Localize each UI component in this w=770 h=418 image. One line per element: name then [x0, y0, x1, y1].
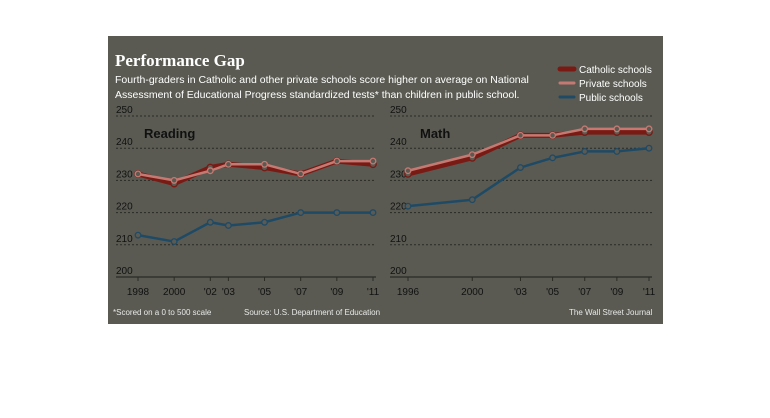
legend: Catholic schools Private schools Public …	[557, 65, 652, 104]
reading-point-private	[333, 157, 341, 165]
math-point-private	[468, 151, 476, 159]
reading-y-tick-label: 250	[116, 105, 133, 116]
math-y-tick-label: 230	[390, 169, 407, 180]
math-x-tick-label: '03	[514, 287, 527, 298]
chart-subtitle-line2: Assessment of Educational Progress stand…	[115, 89, 519, 101]
reading-x-tick-label: '09	[330, 287, 343, 298]
math-series-line-public	[406, 146, 651, 208]
math-x-tick-label: '05	[546, 287, 559, 298]
chart-svg: Performance Gap Fourth-graders in Cathol…	[113, 51, 656, 317]
reading-point-private	[170, 176, 178, 184]
math-point-private	[517, 131, 524, 139]
math-point-private	[549, 131, 557, 139]
reading-chart: 200 210 220 230 240 250 1998 2000 '02 '03 '05 '07 '0…	[116, 105, 380, 298]
math-point-public	[581, 147, 589, 155]
reading-point-private	[206, 167, 214, 175]
chart-panel: Performance Gap Fourth-graders in Cathol…	[108, 36, 663, 324]
reading-x-tick-label: '03	[222, 287, 235, 298]
math-x-tick-label: '11	[643, 287, 656, 298]
math-panel-label: Math	[420, 126, 450, 141]
reading-y-tick-label: 220	[116, 202, 133, 213]
math-y-tick-label: 210	[390, 234, 407, 245]
reading-series-line-private	[136, 159, 375, 182]
math-point-private	[581, 125, 589, 133]
reading-point-private	[369, 157, 377, 165]
reading-x-tick-label: 1998	[127, 287, 150, 298]
reading-x-tick-label: '05	[258, 287, 271, 298]
legend-label-catholic: Catholic schools	[579, 65, 652, 76]
math-point-public	[645, 144, 653, 152]
math-point-public	[549, 154, 557, 162]
math-point-public	[613, 147, 621, 155]
reading-y-tick-label: 240	[116, 137, 133, 148]
reading-x-tick-label: '07	[294, 287, 307, 298]
reading-point-public	[134, 231, 142, 239]
source-note: Source: U.S. Department of Education	[244, 308, 380, 317]
reading-point-public	[297, 209, 305, 217]
math-y-tick-label: 240	[390, 137, 407, 148]
math-x-tick-label: 1996	[397, 287, 420, 298]
math-chart: 200 210 220 230 240 250 1996 2000 '03 '05 '07 '09 '1…	[390, 105, 656, 298]
reading-x-tick-label: '02	[204, 287, 217, 298]
math-x-tick-label: '09	[610, 287, 623, 298]
reading-y-tick-label: 210	[116, 234, 133, 245]
reading-point-private	[134, 170, 142, 178]
reading-point-private	[224, 160, 232, 168]
reading-x-tick-label: 2000	[163, 287, 186, 298]
math-x-tick-label: '07	[578, 287, 591, 298]
math-point-private	[645, 125, 653, 133]
reading-point-public	[261, 218, 268, 226]
reading-y-tick-label: 200	[116, 266, 133, 277]
reading-point-public	[206, 218, 214, 226]
reading-point-public	[369, 209, 377, 217]
footnote: *Scored on a 0 to 500 scale	[113, 308, 212, 317]
chart-title: Performance Gap	[115, 51, 245, 70]
reading-panel-label: Reading	[144, 126, 195, 141]
legend-label-private: Private schools	[579, 79, 647, 90]
math-y-tick-label: 200	[390, 266, 407, 277]
reading-x-tick-label: '11	[367, 287, 380, 298]
math-x-tick-label: 2000	[461, 287, 484, 298]
math-point-private	[404, 167, 412, 175]
math-point-public	[468, 196, 476, 204]
chart-subtitle-line1: Fourth-graders in Catholic and other pri…	[115, 74, 529, 86]
reading-point-public	[224, 222, 232, 229]
math-point-public	[517, 164, 524, 171]
math-point-private	[613, 125, 621, 133]
reading-point-public	[333, 209, 341, 217]
reading-point-private	[297, 170, 305, 178]
math-point-public	[404, 202, 412, 210]
reading-series-line-public	[136, 211, 375, 243]
credit-note: The Wall Street Journal	[569, 308, 653, 317]
math-y-tick-label: 250	[390, 105, 407, 116]
legend-label-public: Public schools	[579, 93, 643, 104]
reading-point-public	[170, 238, 178, 246]
reading-point-private	[261, 160, 268, 168]
math-y-tick-label: 220	[390, 202, 407, 213]
reading-y-tick-label: 230	[116, 169, 133, 180]
